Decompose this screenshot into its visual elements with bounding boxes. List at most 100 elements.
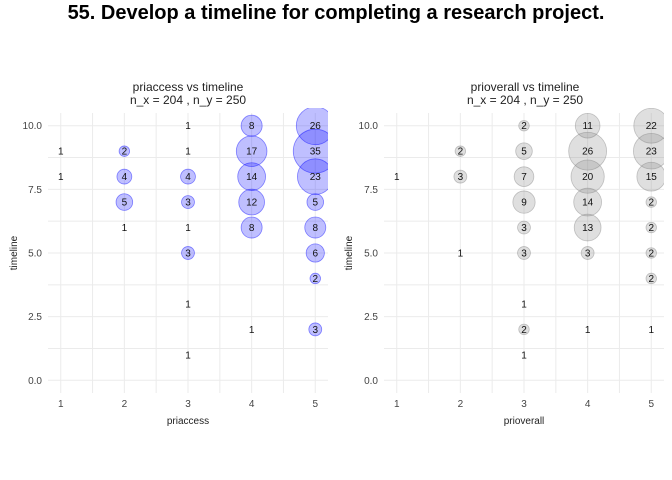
x-tick-label: 5: [648, 399, 654, 410]
data-point: [580, 246, 595, 260]
data-point: [181, 246, 195, 260]
y-tick-label: 10.0: [359, 121, 379, 132]
data-point: [292, 128, 328, 174]
data-point: [181, 195, 195, 209]
chart-title: priaccess vs timeline: [133, 80, 244, 94]
x-tick-label: 4: [249, 399, 255, 410]
x-tick-label: 3: [185, 399, 191, 410]
data-point: [116, 168, 133, 185]
data-label: 1: [122, 223, 128, 234]
data-label: 3: [185, 198, 191, 209]
data-point: [240, 114, 263, 137]
data-label: 1: [521, 299, 527, 310]
data-label: 23: [310, 172, 322, 183]
x-tick-label: 2: [122, 399, 128, 410]
data-label: 2: [122, 147, 128, 158]
y-tick-label: 5.0: [364, 249, 378, 260]
data-point: [235, 135, 268, 167]
data-label: 6: [312, 249, 318, 260]
data-label: 14: [246, 172, 258, 183]
data-label: 1: [521, 350, 527, 361]
data-point: [297, 158, 328, 195]
data-label: 26: [582, 147, 594, 158]
data-point: [306, 193, 324, 211]
x-tick-label: 1: [58, 399, 64, 410]
y-tick-label: 2.5: [28, 312, 42, 323]
data-label: 20: [582, 172, 594, 183]
data-label: 8: [249, 121, 255, 132]
data-label: 7: [521, 172, 527, 183]
data-label: 2: [521, 121, 527, 132]
data-point: [237, 162, 266, 191]
data-label: 22: [646, 121, 658, 132]
data-label: 17: [246, 147, 258, 158]
page-title: 55. Develop a timeline for completing a …: [67, 2, 605, 24]
data-point: [454, 145, 467, 157]
data-label: 2: [312, 274, 318, 285]
y-tick-label: 0.0: [28, 376, 42, 387]
data-label: 3: [585, 249, 591, 260]
data-label: 1: [458, 249, 464, 260]
data-point: [295, 108, 328, 146]
data-label: 8: [249, 223, 255, 234]
bubble-layer: [115, 108, 328, 337]
data-point: [568, 131, 607, 171]
x-tick-label: 1: [394, 399, 400, 410]
data-point: [309, 272, 321, 285]
data-label: 35: [310, 147, 322, 158]
data-point: [645, 247, 657, 259]
y-tick-label: 7.5: [28, 185, 42, 196]
data-point: [240, 216, 263, 239]
data-label: 11: [582, 121, 593, 132]
data-label: 1: [394, 172, 400, 183]
data-point: [570, 159, 605, 194]
data-label: 23: [646, 147, 658, 158]
y-axis-label: timeline: [9, 235, 20, 270]
data-label: 2: [648, 274, 654, 285]
data-label: 3: [521, 223, 527, 234]
data-label: 2: [648, 223, 654, 234]
data-point: [308, 322, 323, 337]
data-point: [645, 272, 657, 285]
data-label: 14: [582, 198, 594, 209]
data-point: [645, 221, 657, 234]
data-label: 3: [458, 172, 464, 183]
data-label: 3: [312, 325, 318, 336]
y-tick-label: 7.5: [364, 185, 378, 196]
data-label: 1: [249, 325, 255, 336]
data-label: 5: [122, 198, 128, 209]
data-point: [238, 188, 265, 216]
data-point: [118, 145, 131, 157]
y-axis-label: timeline: [344, 235, 355, 270]
data-point: [304, 216, 327, 239]
data-point: [517, 246, 531, 260]
data-point: [574, 112, 601, 139]
x-tick-label: 2: [458, 399, 464, 410]
bubble-layer: [453, 108, 664, 336]
data-point: [518, 120, 530, 132]
data-label: 1: [58, 172, 64, 183]
y-tick-label: 10.0: [23, 121, 43, 132]
data-label: 8: [312, 223, 318, 234]
data-label: 3: [185, 249, 191, 260]
x-axis-label: prioverall: [504, 416, 545, 427]
data-label: 2: [521, 325, 527, 336]
data-point: [513, 166, 535, 187]
data-label: 4: [185, 172, 191, 183]
x-tick-label: 3: [521, 399, 527, 410]
data-point: [633, 132, 664, 170]
data-label: 15: [646, 172, 658, 183]
data-label: 3: [521, 249, 527, 260]
data-label: 1: [185, 299, 191, 310]
data-label: 1: [58, 147, 64, 158]
data-point: [453, 169, 468, 184]
x-tick-label: 4: [585, 399, 591, 410]
data-point: [180, 168, 196, 185]
data-label: 2: [458, 147, 464, 158]
data-label: 1: [185, 223, 191, 234]
